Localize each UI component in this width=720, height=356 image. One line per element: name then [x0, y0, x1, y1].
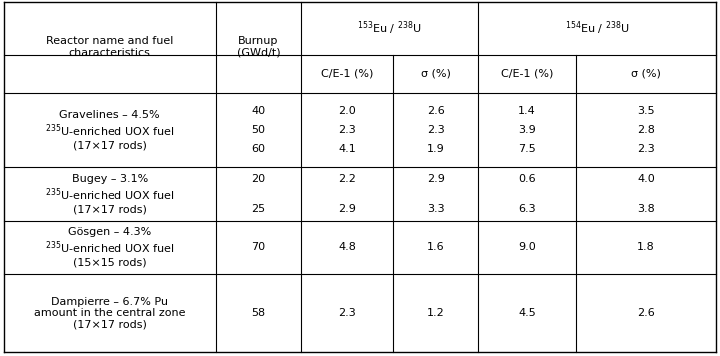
Text: 2.3: 2.3 — [427, 125, 444, 135]
Text: Reactor name and fuel
characteristics: Reactor name and fuel characteristics — [46, 36, 174, 58]
Text: 2.3: 2.3 — [637, 145, 655, 155]
Text: 4.0: 4.0 — [637, 174, 655, 184]
Text: 4.1: 4.1 — [338, 145, 356, 155]
Text: 3.5: 3.5 — [637, 105, 655, 115]
Text: 58: 58 — [251, 308, 266, 318]
Text: 2.9: 2.9 — [338, 204, 356, 214]
Text: 20: 20 — [251, 174, 266, 184]
Text: $^{154}$Eu / $^{238}$U: $^{154}$Eu / $^{238}$U — [565, 20, 629, 37]
Text: σ (%): σ (%) — [420, 69, 451, 79]
Text: 4.5: 4.5 — [518, 308, 536, 318]
Text: 2.2: 2.2 — [338, 174, 356, 184]
Text: 3.8: 3.8 — [637, 204, 655, 214]
Text: 70: 70 — [251, 242, 266, 252]
Text: 0.6: 0.6 — [518, 174, 536, 184]
Text: 2.0: 2.0 — [338, 105, 356, 115]
Text: 6.3: 6.3 — [518, 204, 536, 214]
Text: 3.9: 3.9 — [518, 125, 536, 135]
Text: 3.3: 3.3 — [427, 204, 444, 214]
Text: 40: 40 — [251, 105, 266, 115]
Text: 2.6: 2.6 — [637, 308, 655, 318]
Text: Burnup
(GWd/t): Burnup (GWd/t) — [237, 36, 280, 58]
Text: 25: 25 — [251, 204, 266, 214]
Text: 1.9: 1.9 — [427, 145, 444, 155]
Text: 1.2: 1.2 — [427, 308, 444, 318]
Text: $^{153}$Eu / $^{238}$U: $^{153}$Eu / $^{238}$U — [357, 20, 422, 37]
Text: Dampierre – 6.7% Pu
amount in the central zone
(17×17 rods): Dampierre – 6.7% Pu amount in the centra… — [34, 297, 186, 330]
Text: 50: 50 — [251, 125, 266, 135]
Text: 2.3: 2.3 — [338, 125, 356, 135]
Text: 2.3: 2.3 — [338, 308, 356, 318]
Text: 9.0: 9.0 — [518, 242, 536, 252]
Text: 7.5: 7.5 — [518, 145, 536, 155]
Text: 1.8: 1.8 — [637, 242, 655, 252]
Text: 60: 60 — [251, 145, 266, 155]
Text: Gravelines – 4.5%
$^{235}$U-enriched UOX fuel
(17×17 rods): Gravelines – 4.5% $^{235}$U-enriched UOX… — [45, 110, 174, 150]
Text: 2.6: 2.6 — [427, 105, 444, 115]
Text: Bugey – 3.1%
$^{235}$U-enriched UOX fuel
(17×17 rods): Bugey – 3.1% $^{235}$U-enriched UOX fuel… — [45, 174, 174, 214]
Text: C/E-1 (%): C/E-1 (%) — [321, 69, 373, 79]
Text: 4.8: 4.8 — [338, 242, 356, 252]
Text: 2.8: 2.8 — [637, 125, 655, 135]
Text: C/E-1 (%): C/E-1 (%) — [501, 69, 553, 79]
Text: 1.4: 1.4 — [518, 105, 536, 115]
Text: 2.9: 2.9 — [427, 174, 444, 184]
Text: Gösgen – 4.3%
$^{235}$U-enriched UOX fuel
(15×15 rods): Gösgen – 4.3% $^{235}$U-enriched UOX fue… — [45, 227, 174, 268]
Text: σ (%): σ (%) — [631, 69, 661, 79]
Text: 1.6: 1.6 — [427, 242, 444, 252]
